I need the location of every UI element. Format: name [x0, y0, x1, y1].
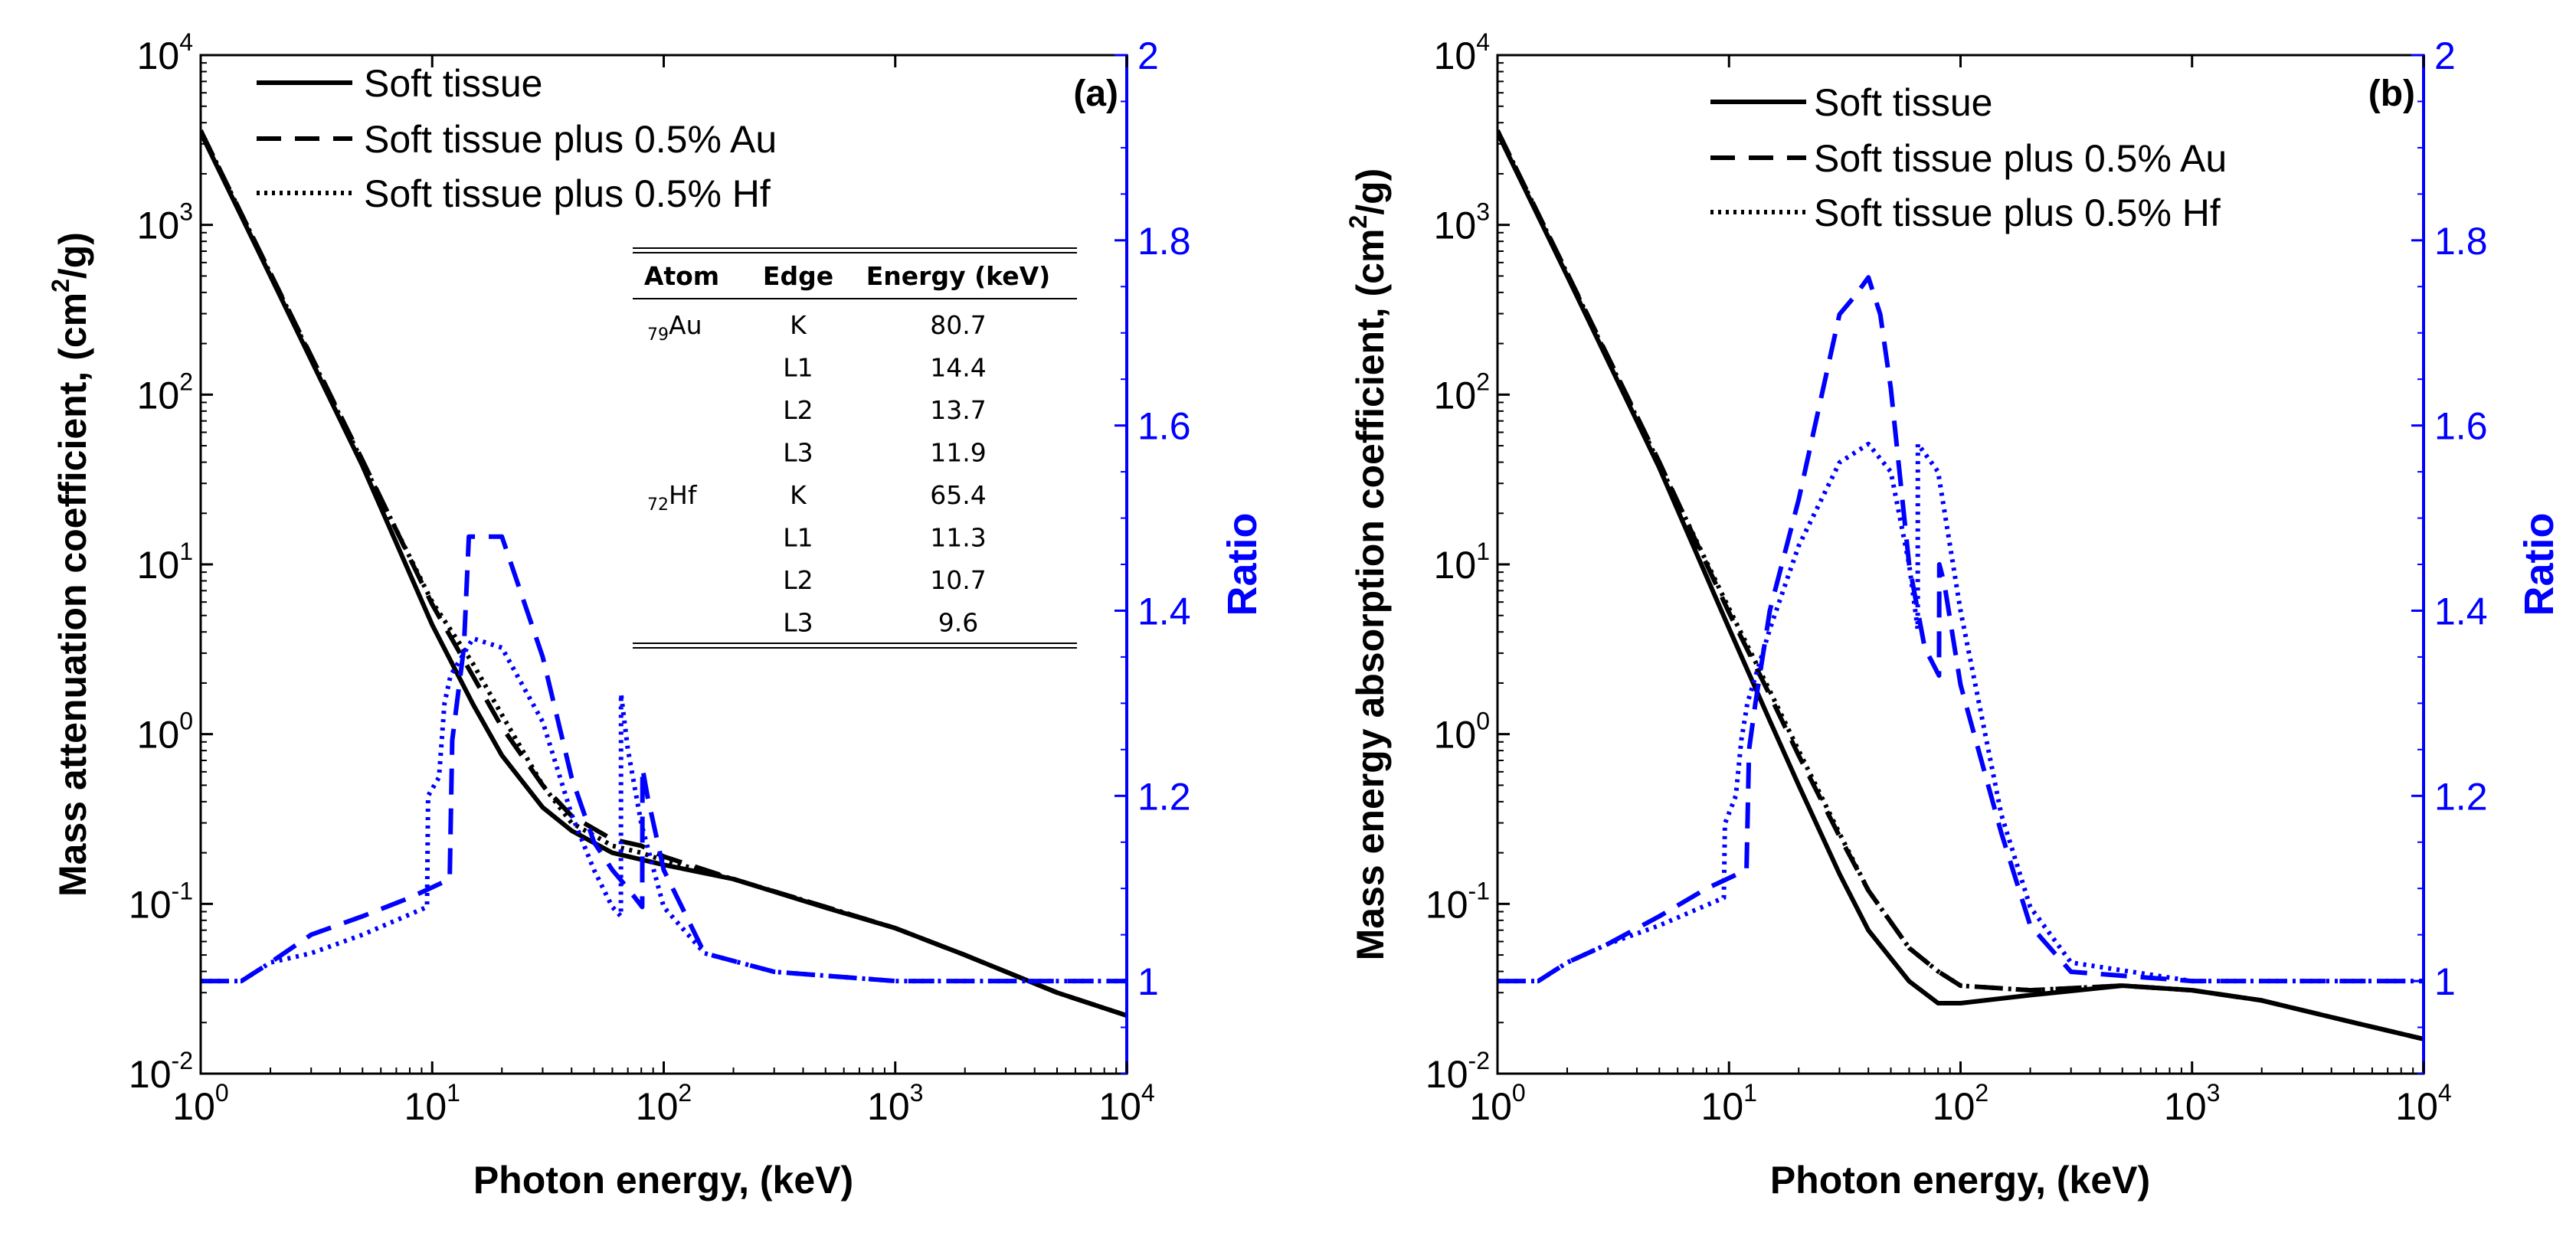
x-tick-label: 104: [1098, 1079, 1154, 1128]
y-tick-label: 104: [1434, 28, 1490, 77]
table-row: L2 10.7: [783, 565, 986, 595]
table-row: L3 9.6: [783, 608, 978, 638]
table-cell-edge: L1: [783, 353, 813, 383]
legend-b: Soft tissue Soft tissue plus 0.5% Au Sof…: [1710, 81, 2227, 234]
x-tick-label: 104: [2395, 1079, 2451, 1128]
legend-entry-hf: Soft tissue plus 0.5% Hf: [364, 172, 771, 215]
legend-entry-soft-tissue: Soft tissue: [1814, 81, 1992, 124]
y2-tick-label: 2: [1137, 34, 1159, 77]
legend-entry-au: Soft tissue plus 0.5% Au: [364, 118, 777, 161]
y-tick-label: 10-2: [1425, 1047, 1490, 1096]
series-ratio-au-B: [1497, 275, 2424, 984]
x-axis-label-b: Photon energy, (keV): [1770, 1159, 2150, 1202]
series-soft-tissue-plus-0-5-hf-B: [1497, 129, 2424, 1041]
table-cell-energy: 11.3: [930, 523, 986, 553]
table-row: L3 11.9: [783, 438, 986, 468]
y2-tick-label: 1.4: [1137, 590, 1191, 633]
table-cell-edge: K: [790, 310, 807, 340]
panel-a: 100 101 102 103 10410-210-110010110210310411…: [47, 28, 1265, 1202]
y2-tick-label: 1.8: [1137, 220, 1191, 263]
y-tick-label: 100: [137, 708, 193, 757]
table-row: 72Hf K 65.4: [647, 480, 987, 515]
table-cell-energy: 11.9: [930, 438, 986, 468]
table-body: 79Au K 80.7 L1 14.4 L2 13.7 L3 11.9 72Hf K 65.4 L1 11…: [647, 310, 987, 638]
table-cell-atom: 72Hf: [647, 480, 698, 515]
x-tick-label: 101: [404, 1079, 460, 1128]
y2-tick-label: 1.2: [1137, 775, 1191, 818]
series-ratio-hf-B: [1497, 441, 2424, 984]
table-row: 79Au K 80.7: [647, 310, 987, 345]
series-ratio-au-A: [201, 534, 1127, 984]
x-tick-label: 100: [172, 1079, 228, 1128]
series-soft-tissue-plus-0-5-hf-A: [201, 129, 1127, 1018]
y-tick-label: 10-1: [129, 877, 193, 926]
y-tick-label: 103: [137, 198, 193, 247]
table-header-energy: Energy (keV): [866, 261, 1050, 291]
plot-area-a: [201, 129, 1127, 1018]
y2-tick-label: 1: [1137, 960, 1159, 1003]
y-tick-label: 101: [1434, 538, 1490, 587]
y2-tick-label: 1.6: [2434, 405, 2488, 448]
table-cell-energy: 14.4: [930, 353, 986, 383]
x-tick-label: 103: [867, 1079, 923, 1128]
y2-tick-label: 1.4: [2434, 590, 2488, 633]
legend-a: Soft tissue Soft tissue plus 0.5% Au Sof…: [257, 62, 777, 215]
y-tick-label: 103: [1434, 198, 1490, 247]
table-cell-energy: 80.7: [930, 310, 986, 340]
table-cell-energy: 65.4: [930, 480, 986, 510]
x-tick-label: 102: [1933, 1079, 1988, 1128]
y2-tick-label: 1.8: [2434, 220, 2488, 263]
y-tick-label: 10-1: [1425, 877, 1490, 926]
series-soft-tissue-plus-0-5-au-B: [1497, 129, 2424, 1041]
y-tick-label: 100: [1434, 708, 1490, 757]
table-cell-edge: K: [790, 480, 807, 510]
x-tick-label: 103: [2164, 1079, 2220, 1128]
panel-b: 100 101 102 103 104 10-2 10-1 100 101 102 103 104 1 1…: [1344, 28, 2562, 1202]
table-cell-atom: 79Au: [647, 310, 702, 345]
table-header-edge: Edge: [763, 261, 833, 291]
x-tick-label: 102: [636, 1079, 692, 1128]
ticks-a: 100 101 102 103 10410-210-110010110210310411…: [129, 28, 1191, 1128]
legend-entry-soft-tissue: Soft tissue: [364, 62, 542, 105]
series-soft-tissue-B: [1497, 131, 2424, 1041]
series-ratio-hf-A: [201, 636, 1127, 984]
table-cell-edge: L2: [783, 565, 813, 595]
table-cell-edge: L1: [783, 523, 813, 553]
y2-tick-label: 1.2: [2434, 775, 2488, 818]
table-cell-energy: 13.7: [930, 395, 986, 425]
edge-energy-table: Atom Edge Energy (keV) 79Au K 80.7 L1 14.4 L2…: [633, 247, 1077, 649]
legend-entry-hf: Soft tissue plus 0.5% Hf: [1814, 191, 2221, 234]
y2-tick-label: 1: [2434, 960, 2456, 1003]
y-axis-label-a: Mass attenuation coefficient, (cm2/g): [47, 232, 94, 897]
ticks-b: 100 101 102 103 104 10-2 10-1 100 101 102 103 104 1 1…: [1425, 28, 2488, 1128]
y2-tick-label: 1.6: [1137, 405, 1191, 448]
table-cell-energy: 9.6: [938, 608, 978, 638]
legend-entry-au: Soft tissue plus 0.5% Au: [1814, 137, 2227, 180]
y-tick-label: 104: [137, 28, 193, 77]
table-cell-edge: L3: [783, 438, 813, 468]
y2-tick-label: 2: [2434, 34, 2456, 77]
table-row: L1 14.4: [783, 353, 986, 383]
y-axis-label-b: Mass energy absorption coefficient, (cm2…: [1344, 168, 1392, 961]
x-axis-label-a: Photon energy, (keV): [473, 1159, 853, 1202]
y-tick-label: 101: [137, 538, 193, 587]
table-header-atom: Atom: [644, 261, 719, 291]
plot-area-b: [1497, 129, 2424, 1041]
table-cell-edge: L2: [783, 395, 813, 425]
y-tick-label: 102: [1434, 368, 1490, 417]
panel-label-a: (a): [1073, 74, 1118, 114]
right-axis-label-b: Ratio: [2516, 513, 2562, 616]
table-cell-energy: 10.7: [930, 565, 986, 595]
y-tick-label: 102: [137, 368, 193, 417]
table-row: L1 11.3: [783, 523, 986, 553]
table-cell-edge: L3: [783, 608, 813, 638]
x-tick-label: 100: [1469, 1079, 1525, 1128]
panel-label-b: (b): [2368, 74, 2415, 114]
right-axis-label-a: Ratio: [1219, 513, 1265, 616]
table-row: L2 13.7: [783, 395, 986, 425]
y-tick-label: 10-2: [129, 1047, 193, 1096]
x-tick-label: 101: [1701, 1079, 1757, 1128]
